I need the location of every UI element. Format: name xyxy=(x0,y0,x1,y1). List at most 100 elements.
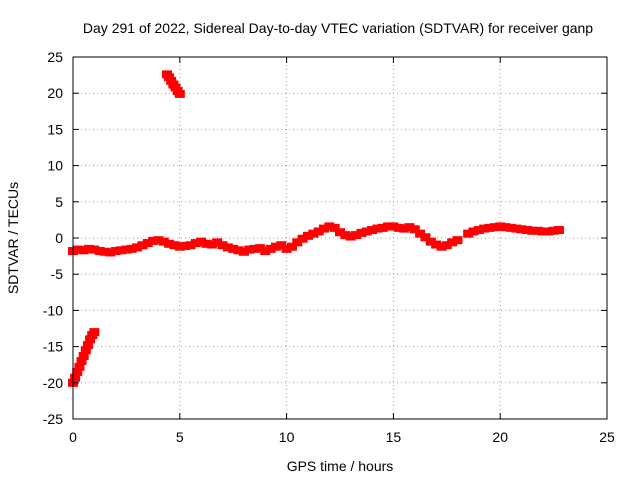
data-point xyxy=(126,244,137,253)
data-point xyxy=(110,247,121,256)
data-point xyxy=(82,341,93,350)
data-point xyxy=(532,226,543,235)
y-tick-label: 25 xyxy=(47,49,63,65)
y-tick-label: -25 xyxy=(43,411,63,427)
y-tick-label: -10 xyxy=(43,302,63,318)
data-point xyxy=(468,227,479,236)
data-point xyxy=(521,226,532,235)
data-point xyxy=(367,226,378,235)
data-point xyxy=(436,242,447,251)
y-tick-label: -5 xyxy=(51,266,64,282)
data-point xyxy=(80,346,91,355)
data-point xyxy=(484,223,495,232)
data-point xyxy=(463,229,474,238)
data-point xyxy=(238,247,249,256)
x-axis-label: GPS time / hours xyxy=(287,458,394,474)
data-point xyxy=(489,223,500,232)
data-point xyxy=(276,241,287,250)
x-tick-label: 15 xyxy=(386,429,402,445)
data-point xyxy=(137,241,148,250)
data-point xyxy=(425,237,436,246)
data-point xyxy=(164,239,175,248)
data-point xyxy=(72,367,83,376)
data-point xyxy=(132,243,143,252)
data-point xyxy=(479,224,490,233)
data-point xyxy=(393,223,404,232)
x-tick-label: 5 xyxy=(176,429,184,445)
chart-title: Day 291 of 2022, Sidereal Day-to-day VTE… xyxy=(83,20,593,36)
data-point xyxy=(447,238,458,247)
y-axis-label: SDTVAR / TECUs xyxy=(5,182,21,294)
data-point xyxy=(415,229,426,238)
data-point xyxy=(302,231,313,240)
data-point xyxy=(249,244,260,253)
data-point xyxy=(85,335,96,344)
data-point xyxy=(260,247,271,256)
data-point xyxy=(233,246,244,255)
data-point xyxy=(281,244,292,253)
x-tick-label: 10 xyxy=(279,429,295,445)
data-point xyxy=(116,246,127,255)
data-point xyxy=(318,224,329,233)
data-point xyxy=(516,225,527,234)
data-point xyxy=(537,227,548,236)
data-point xyxy=(473,226,484,235)
data-point xyxy=(174,89,185,98)
data-point xyxy=(361,227,372,236)
y-tick-label: 10 xyxy=(47,158,63,174)
data-point xyxy=(148,236,159,245)
data-point xyxy=(78,352,89,361)
data-point xyxy=(324,222,335,231)
data-point xyxy=(70,373,81,382)
data-point xyxy=(329,223,340,232)
data-point xyxy=(222,243,233,252)
data-point xyxy=(553,226,564,235)
data-point xyxy=(244,245,255,254)
y-tick-label: 20 xyxy=(47,85,63,101)
data-point xyxy=(527,226,538,235)
data-point xyxy=(201,239,212,248)
data-point xyxy=(78,246,89,255)
data-point xyxy=(73,245,84,254)
data-point xyxy=(345,232,356,241)
y-tick-label: 15 xyxy=(47,121,63,137)
data-point xyxy=(500,223,511,232)
data-point xyxy=(169,241,180,250)
data-point xyxy=(372,224,383,233)
data-point xyxy=(313,227,324,236)
data-point xyxy=(409,225,420,234)
y-tick-label: 5 xyxy=(55,194,63,210)
data-point xyxy=(511,224,522,233)
data-point xyxy=(121,245,132,254)
data-point xyxy=(190,239,201,248)
data-point xyxy=(265,244,276,253)
data-point xyxy=(174,242,185,251)
data-point xyxy=(505,223,516,232)
data-point xyxy=(431,240,442,249)
data-point xyxy=(335,228,345,237)
data-point xyxy=(153,236,164,245)
data-point xyxy=(76,357,87,366)
data-point xyxy=(404,223,415,232)
data-point xyxy=(270,242,281,251)
y-tick-label: 0 xyxy=(55,230,63,246)
data-point xyxy=(351,231,362,240)
data-point xyxy=(383,222,394,231)
data-point xyxy=(89,328,100,337)
data-point xyxy=(100,247,111,256)
data-point xyxy=(495,222,506,231)
data-point xyxy=(217,241,228,250)
data-points xyxy=(68,70,564,387)
data-point xyxy=(94,247,105,256)
x-tick-label: 0 xyxy=(69,429,77,445)
data-point xyxy=(158,237,169,246)
data-point xyxy=(388,222,399,231)
data-point xyxy=(452,236,463,245)
data-point xyxy=(105,248,116,257)
data-point xyxy=(185,241,196,250)
data-point xyxy=(548,226,559,235)
data-point xyxy=(89,245,100,254)
data-point xyxy=(180,241,191,250)
data-point xyxy=(377,223,388,232)
